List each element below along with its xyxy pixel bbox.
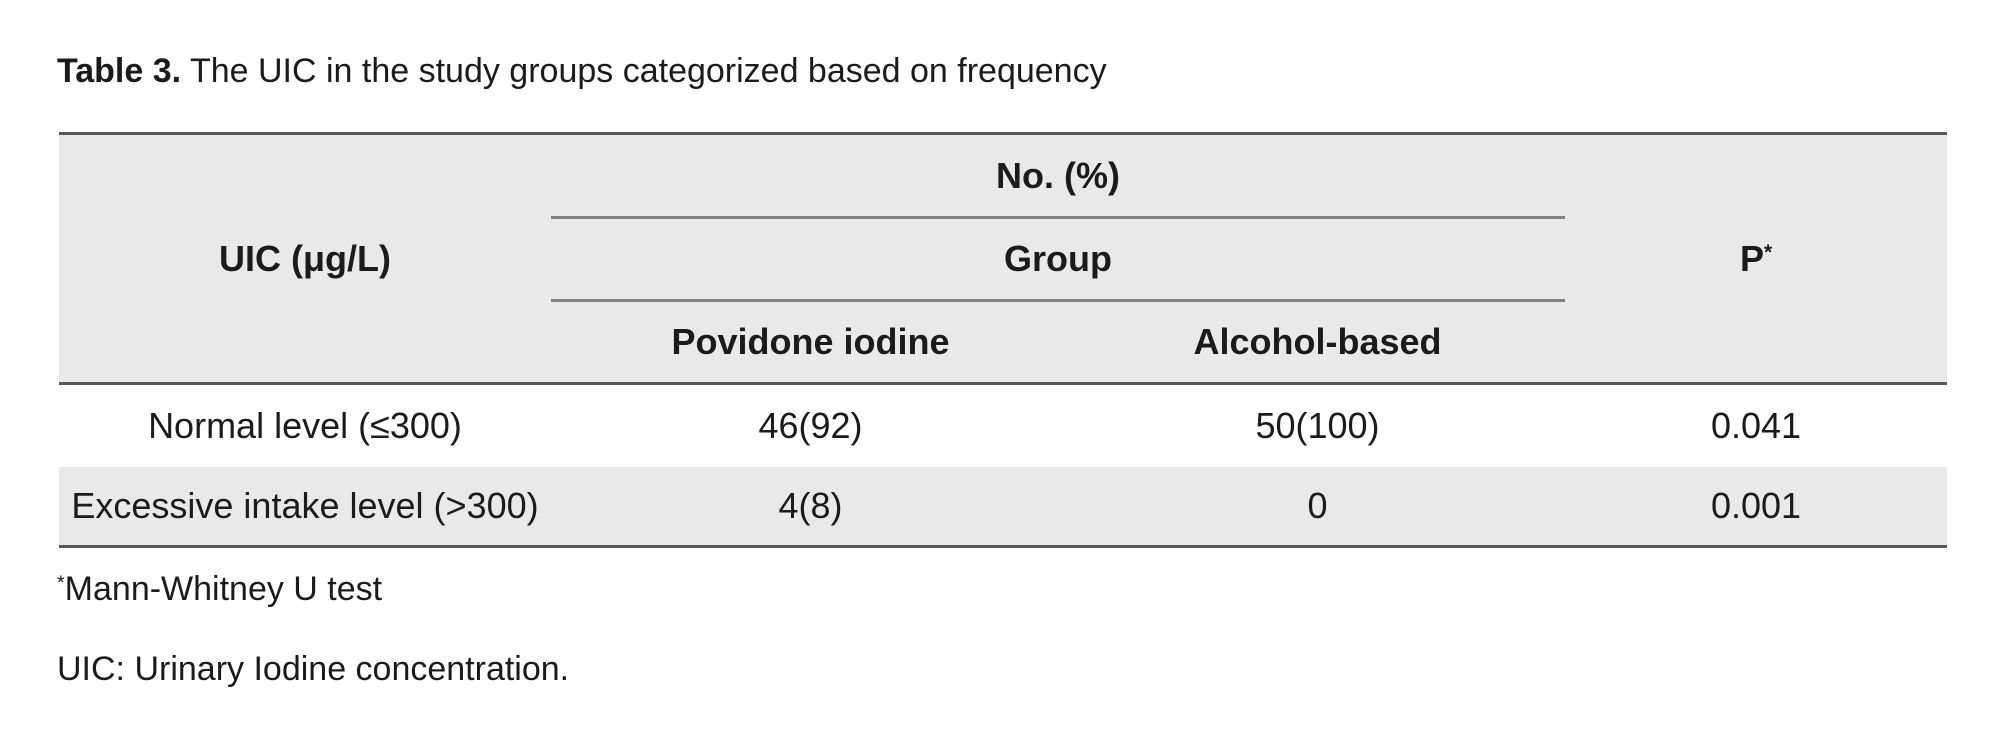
data-row-normal-level: Normal level (≤300) 46(92) 50(100) 0.041 xyxy=(59,383,1948,467)
p-asterisk: * xyxy=(1763,241,1773,265)
cell-normal-p: 0.041 xyxy=(1565,383,1948,467)
cell-excessive-alcohol: 0 xyxy=(1070,466,1566,548)
col-header-no-pct: No. (%) xyxy=(551,133,1566,219)
header-row-subgroups: Povidone iodine Alcohol-based xyxy=(59,300,1947,385)
footnote-uic-definition: UIC: Urinary Iodine concentration. xyxy=(57,650,570,688)
footnote-mann-whitney-text: Mann-Whitney U test xyxy=(64,570,383,608)
table-caption: Table 3. The UIC in the study groups cat… xyxy=(57,50,1107,92)
row-label-excessive: Excessive intake level (>300) xyxy=(59,466,551,548)
uic-frequency-table: UIC (μg/L) No. (%) P* Group Povidone iod… xyxy=(59,132,1948,548)
p-label: P xyxy=(1739,237,1764,279)
col-header-povidone: Povidone iodine xyxy=(551,300,1070,385)
footnote-asterisk: * xyxy=(57,572,65,595)
footnote-mann-whitney: *Mann-Whitney U test xyxy=(57,568,382,615)
table-caption-text: The UIC in the study groups categorized … xyxy=(189,52,1107,90)
cell-normal-povidone: 46(92) xyxy=(551,383,1070,467)
table-caption-number: Table 3. xyxy=(57,52,182,90)
col-header-group: Group xyxy=(551,217,1566,302)
cell-normal-alcohol: 50(100) xyxy=(1070,383,1566,467)
row-label-normal: Normal level (≤300) xyxy=(59,383,551,467)
header-row-group: Group xyxy=(59,217,1947,302)
col-header-p: P* xyxy=(1565,133,1948,385)
col-header-uic: UIC (μg/L) xyxy=(59,133,551,385)
col-header-alcohol: Alcohol-based xyxy=(1070,300,1566,385)
header-row-no-pct: UIC (μg/L) No. (%) P* xyxy=(59,133,1948,385)
data-row-excessive-level: Excessive intake level (>300) 4(8) 0 0.0… xyxy=(59,466,1948,548)
cell-excessive-povidone: 4(8) xyxy=(551,466,1070,548)
cell-excessive-p: 0.001 xyxy=(1565,466,1948,548)
